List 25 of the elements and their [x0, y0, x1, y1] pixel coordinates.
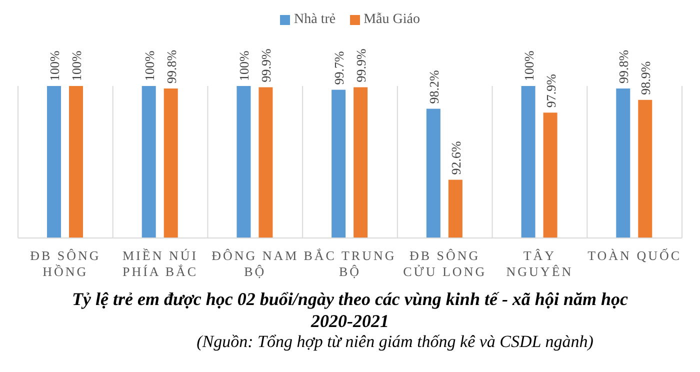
- data-label: 98.9%: [638, 61, 654, 95]
- data-label: 92.6%: [448, 140, 464, 175]
- data-label: 99.9%: [258, 48, 274, 82]
- x-tick-label: TÂY NGUYÊN: [506, 248, 574, 279]
- data-label: 99.7%: [332, 51, 347, 85]
- x-tick-label: MIỀN NÚI PHÍA BẮC: [122, 248, 198, 279]
- x-tick-label: ĐÔNG NAM BỘ: [212, 248, 299, 279]
- legend-label: Mẫu Giáo: [362, 12, 420, 28]
- legend-label: Nhà trẻ: [293, 12, 336, 28]
- x-tick-label: TOÀN QUỐC: [588, 248, 682, 263]
- text: Tỷ lệ trẻ em được học 02 buổi/ngày theo các vùng kinh tế - xã hội năm học 2020-2021: [71, 288, 629, 332]
- x-tick-label: ĐB SÔNG HỒNG: [30, 248, 101, 279]
- data-label: 100%: [69, 50, 84, 81]
- x-tick-label: BẮC TRUNG BỘ: [304, 248, 396, 279]
- data-label: 100%: [47, 50, 62, 81]
- x-tick-label: ĐB SÔNG CỬU LONG: [403, 248, 487, 279]
- data-label: 100%: [142, 50, 157, 81]
- data-label: 100%: [521, 50, 536, 81]
- text: (Nguồn: Tổng hợp từ niên giám thống kê và CSDL ngành): [196, 332, 594, 352]
- data-label: 99.8%: [616, 50, 632, 84]
- data-label: 97.9%: [543, 74, 558, 108]
- data-label: 98.2%: [426, 70, 442, 104]
- data-label: 99.8%: [164, 50, 179, 84]
- data-label: 100%: [236, 50, 252, 81]
- data-label: 99.9%: [354, 48, 369, 82]
